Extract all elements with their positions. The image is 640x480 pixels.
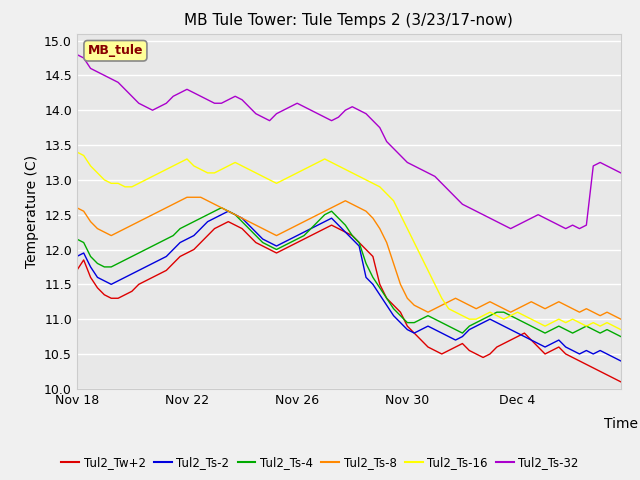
Title: MB Tule Tower: Tule Temps 2 (3/23/17-now): MB Tule Tower: Tule Temps 2 (3/23/17-now… [184, 13, 513, 28]
Tul2_Ts-16 [445, 306, 452, 312]
Tul2_Tw+2 [410, 330, 418, 336]
Tul2_Ts-32 [507, 226, 515, 231]
Tul2_Ts-32 [403, 159, 411, 165]
X-axis label: Time: Time [604, 417, 638, 431]
Tul2_Tw+2 [431, 348, 438, 353]
Tul2_Ts-32 [562, 226, 570, 231]
Legend: Tul2_Tw+2, Tul2_Ts-2, Tul2_Ts-4, Tul2_Ts-8, Tul2_Ts-16, Tul2_Ts-32: Tul2_Tw+2, Tul2_Ts-2, Tul2_Ts-4, Tul2_Ts… [56, 452, 584, 474]
Tul2_Ts-4 [73, 236, 81, 242]
Tul2_Ts-16 [555, 316, 563, 322]
Tul2_Ts-4 [321, 212, 328, 217]
Line: Tul2_Ts-2: Tul2_Ts-2 [77, 211, 621, 361]
Tul2_Ts-8 [321, 208, 328, 214]
Tul2_Ts-2 [617, 358, 625, 364]
Tul2_Tw+2 [225, 219, 232, 225]
Tul2_Ts-16 [424, 267, 432, 273]
Line: Tul2_Ts-32: Tul2_Ts-32 [77, 55, 621, 228]
Tul2_Ts-4 [562, 327, 570, 333]
Tul2_Ts-4 [403, 320, 411, 325]
Y-axis label: Temperature (C): Temperature (C) [24, 155, 38, 268]
Tul2_Ts-2 [562, 344, 570, 350]
Tul2_Tw+2 [403, 323, 411, 329]
Tul2_Tw+2 [562, 351, 570, 357]
Tul2_Ts-8 [73, 205, 81, 211]
Tul2_Tw+2 [321, 226, 328, 231]
Tul2_Ts-2 [73, 253, 81, 259]
Tul2_Ts-2 [431, 327, 438, 333]
Line: Tul2_Ts-8: Tul2_Ts-8 [77, 197, 621, 319]
Tul2_Ts-16 [403, 226, 411, 231]
Tul2_Ts-8 [183, 194, 191, 200]
Tul2_Ts-4 [218, 205, 225, 211]
Text: MB_tule: MB_tule [88, 44, 143, 57]
Tul2_Ts-4 [617, 334, 625, 339]
Tul2_Ts-2 [410, 330, 418, 336]
Tul2_Ts-2 [321, 219, 328, 225]
Tul2_Ts-8 [562, 302, 570, 308]
Tul2_Ts-8 [431, 306, 438, 312]
Tul2_Ts-32 [445, 187, 452, 193]
Line: Tul2_Ts-16: Tul2_Ts-16 [77, 152, 621, 330]
Tul2_Ts-32 [314, 111, 322, 117]
Line: Tul2_Ts-4: Tul2_Ts-4 [77, 208, 621, 336]
Tul2_Ts-4 [452, 327, 460, 333]
Tul2_Ts-16 [397, 212, 404, 217]
Tul2_Ts-8 [403, 295, 411, 301]
Tul2_Ts-8 [452, 295, 460, 301]
Line: Tul2_Tw+2: Tul2_Tw+2 [77, 222, 621, 382]
Tul2_Ts-32 [424, 170, 432, 176]
Tul2_Tw+2 [452, 344, 460, 350]
Tul2_Ts-8 [410, 302, 418, 308]
Tul2_Tw+2 [617, 379, 625, 384]
Tul2_Ts-32 [73, 52, 81, 58]
Tul2_Ts-2 [452, 337, 460, 343]
Tul2_Ts-2 [225, 208, 232, 214]
Tul2_Ts-4 [410, 320, 418, 325]
Tul2_Ts-32 [617, 170, 625, 176]
Tul2_Ts-32 [397, 153, 404, 158]
Tul2_Ts-8 [617, 316, 625, 322]
Tul2_Ts-4 [431, 316, 438, 322]
Tul2_Tw+2 [73, 267, 81, 273]
Tul2_Ts-16 [617, 327, 625, 333]
Tul2_Ts-2 [403, 327, 411, 333]
Tul2_Ts-16 [314, 159, 322, 165]
Tul2_Ts-16 [73, 149, 81, 155]
